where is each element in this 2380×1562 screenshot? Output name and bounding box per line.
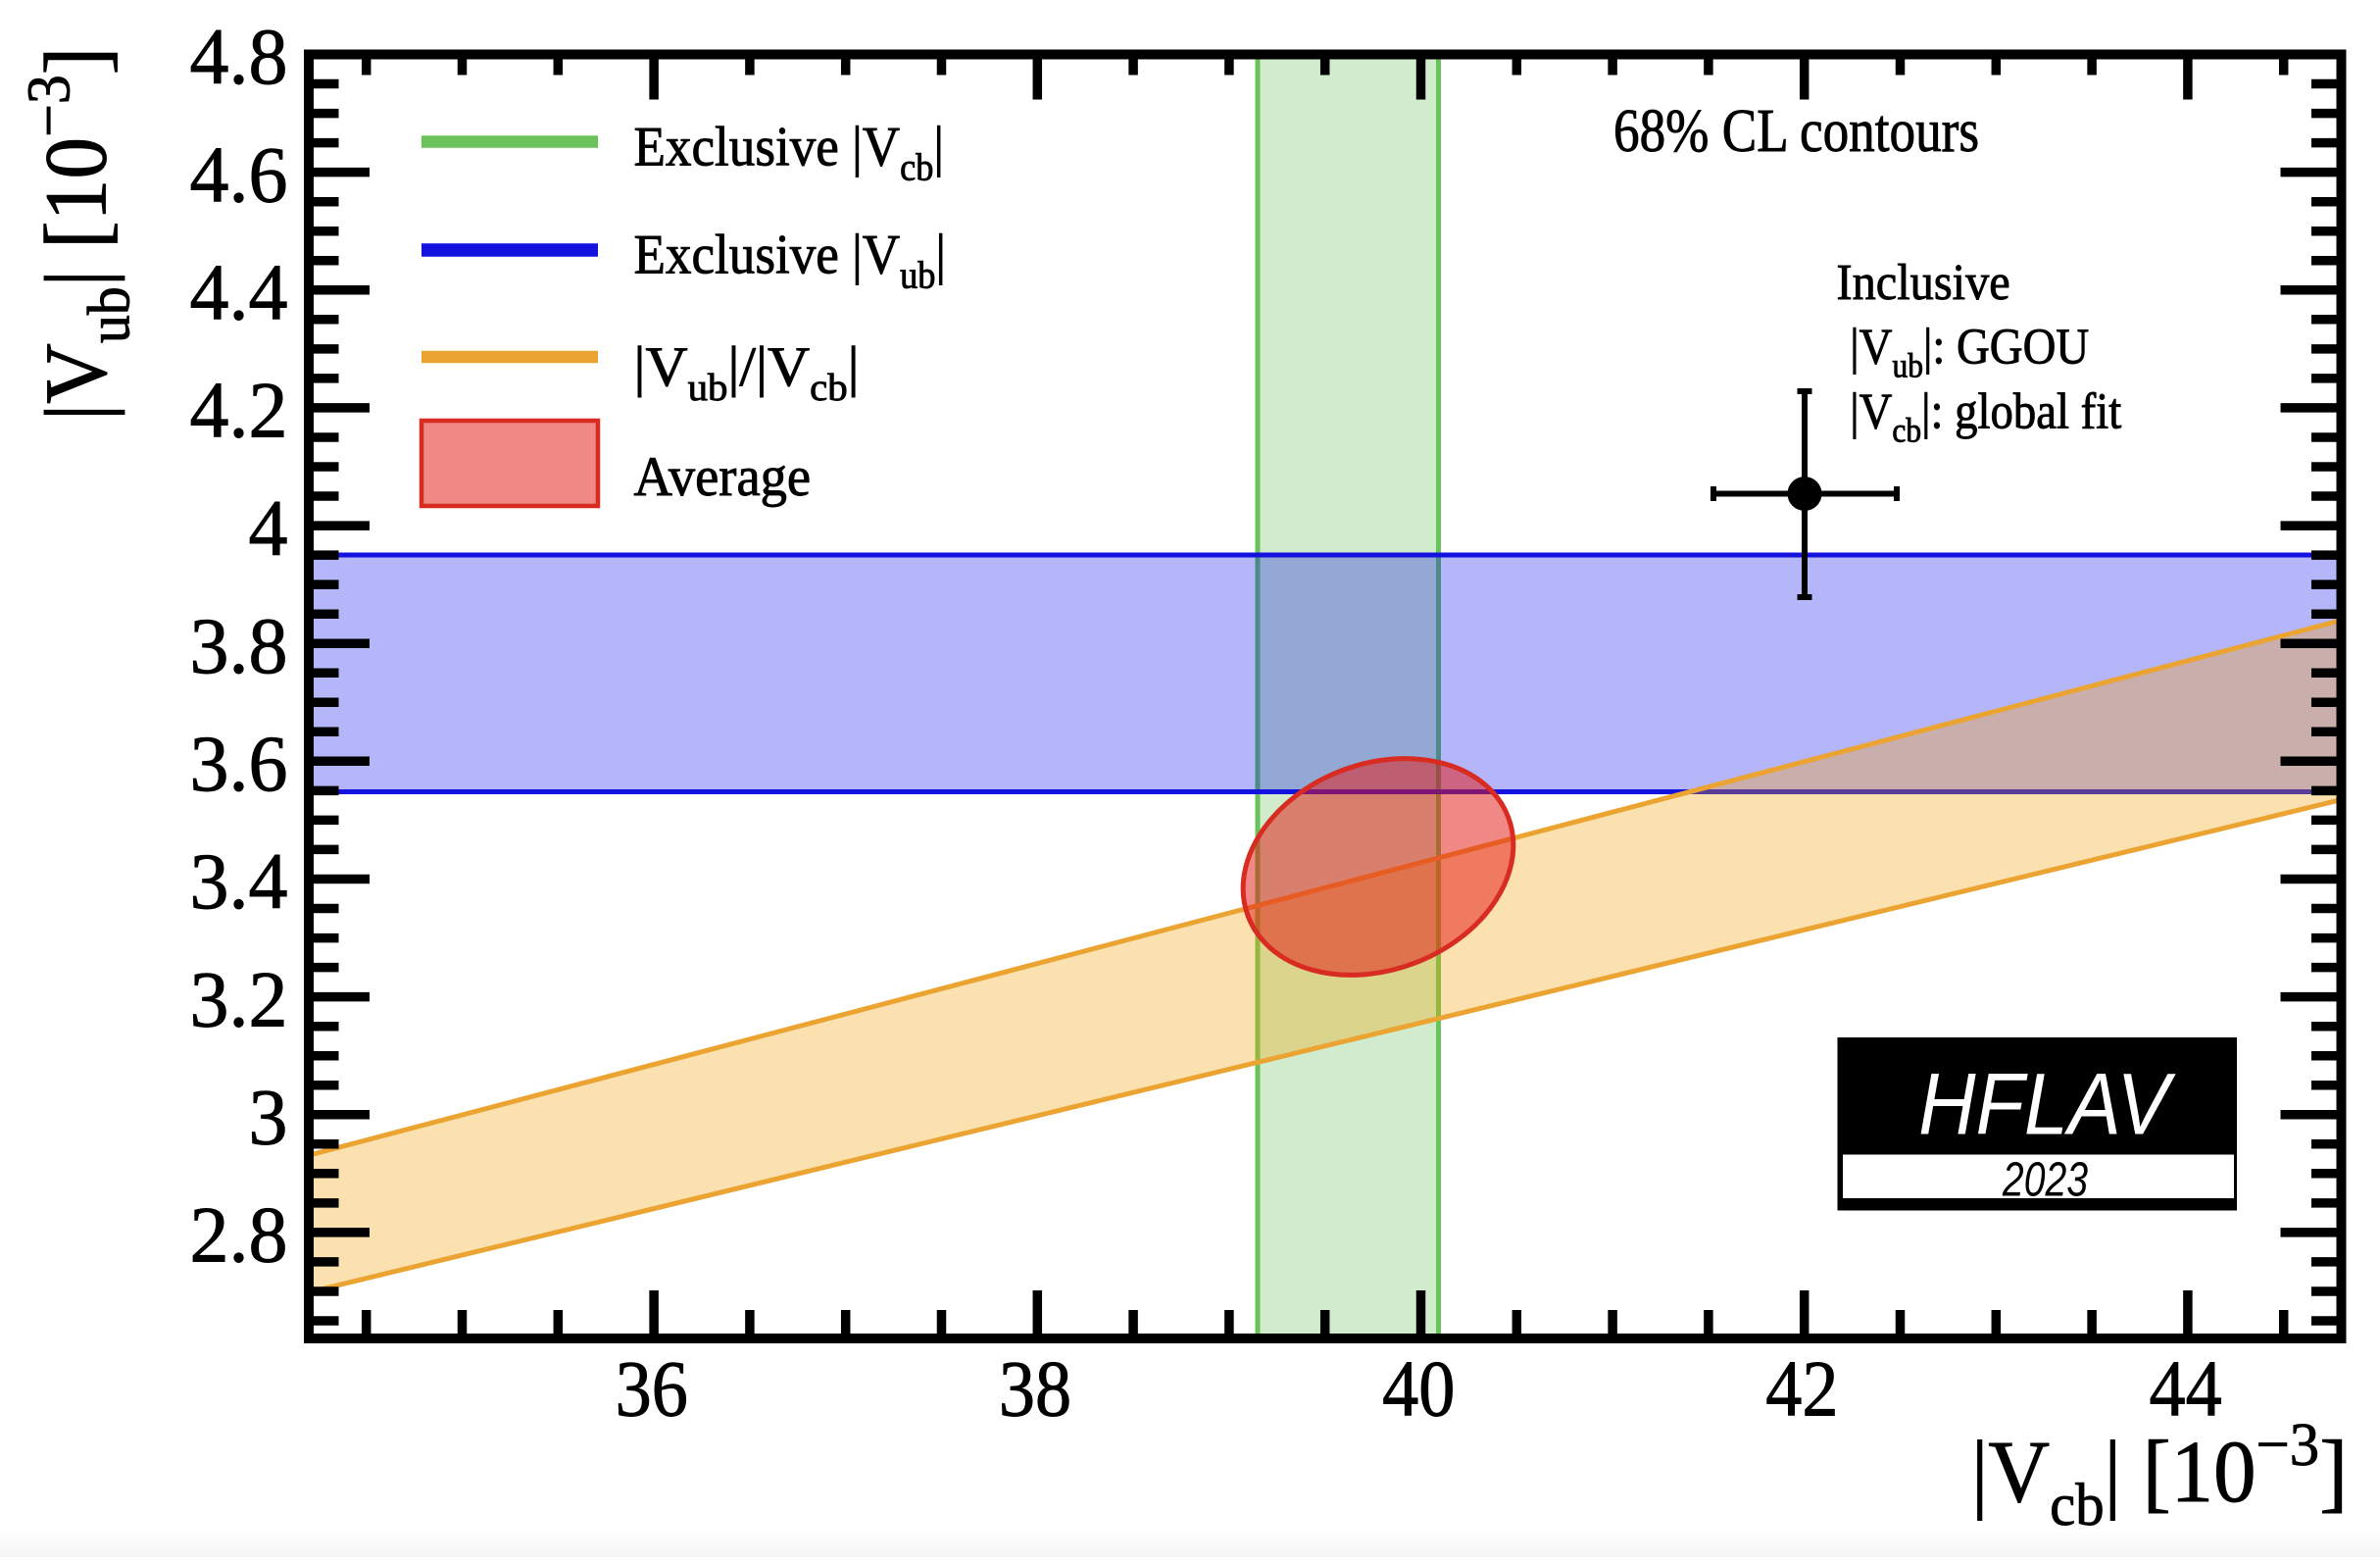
svg-text:Exclusive |Vub|: Exclusive |Vub| bbox=[634, 224, 947, 297]
svg-text:36: 36 bbox=[616, 1343, 688, 1433]
svg-text:68% CL contours: 68% CL contours bbox=[1613, 96, 1979, 165]
svg-text:HFLAV: HFLAV bbox=[1918, 1056, 2176, 1153]
svg-text:2.8: 2.8 bbox=[189, 1190, 287, 1280]
svg-text:44: 44 bbox=[2149, 1343, 2221, 1433]
svg-text:4.8: 4.8 bbox=[189, 12, 287, 101]
svg-text:|Vub| [10−3]: |Vub| [10−3] bbox=[15, 47, 142, 421]
svg-text:Average: Average bbox=[634, 446, 812, 508]
svg-text:3.6: 3.6 bbox=[189, 719, 287, 808]
svg-text:42: 42 bbox=[1765, 1343, 1838, 1433]
svg-text:3.2: 3.2 bbox=[189, 954, 287, 1043]
svg-text:3.4: 3.4 bbox=[189, 836, 287, 926]
svg-text:2023: 2023 bbox=[2002, 1154, 2088, 1207]
svg-text:Inclusive: Inclusive bbox=[1837, 253, 2010, 310]
svg-text:Exclusive |Vcb|: Exclusive |Vcb| bbox=[634, 116, 945, 189]
svg-text:4.2: 4.2 bbox=[189, 366, 287, 455]
svg-text:3: 3 bbox=[248, 1073, 287, 1162]
svg-text:4.4: 4.4 bbox=[189, 248, 287, 337]
svg-text:4.6: 4.6 bbox=[189, 129, 287, 219]
svg-text:|Vub|: GGOU: |Vub|: GGOU bbox=[1850, 318, 2089, 385]
svg-text:40: 40 bbox=[1382, 1343, 1455, 1433]
svg-text:|Vcb|: global fit: |Vcb|: global fit bbox=[1850, 382, 2121, 450]
svg-text:38: 38 bbox=[999, 1343, 1071, 1433]
svg-text:4: 4 bbox=[248, 483, 287, 573]
svg-text:3.8: 3.8 bbox=[189, 601, 287, 690]
